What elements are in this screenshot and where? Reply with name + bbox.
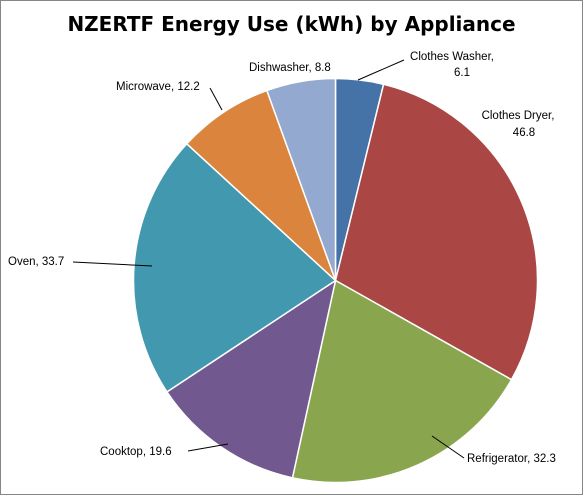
leader-line-refrigerator [431, 435, 465, 459]
pie-slice-dishwasher [266, 77, 337, 282]
pie-slice-microwave [186, 89, 337, 282]
pie-slice-cooktop [166, 279, 337, 479]
leader-line-clothes-washer [357, 59, 405, 81]
pie-slice-oven [132, 143, 337, 393]
data-label-cooktop: Cooktop, 19.6 [100, 446, 172, 458]
leader-line-cooktop [187, 443, 229, 452]
data-label-microwave: Microwave, 12.2 [116, 81, 200, 93]
data-label-clothes-dryer: 46.8 [513, 127, 535, 139]
leader-line-oven [72, 261, 153, 267]
chart-title: NZERTF Energy Use (kWh) by Appliance [67, 12, 516, 36]
pie-slice-clothes-dryer [334, 83, 539, 381]
leader-line-microwave [209, 87, 223, 111]
data-label-clothes-washer: Clothes Washer, [410, 51, 494, 63]
data-label-clothes-dryer: Clothes Dryer, [482, 110, 555, 122]
data-label-oven: Oven, 33.7 [8, 256, 64, 268]
data-label-refrigerator: Refrigerator, 32.3 [467, 453, 556, 465]
pie-slice-refrigerator [291, 279, 513, 484]
data-label-dishwasher: Dishwasher, 8.8 [249, 62, 331, 74]
data-label-clothes-washer: 6.1 [454, 67, 470, 79]
